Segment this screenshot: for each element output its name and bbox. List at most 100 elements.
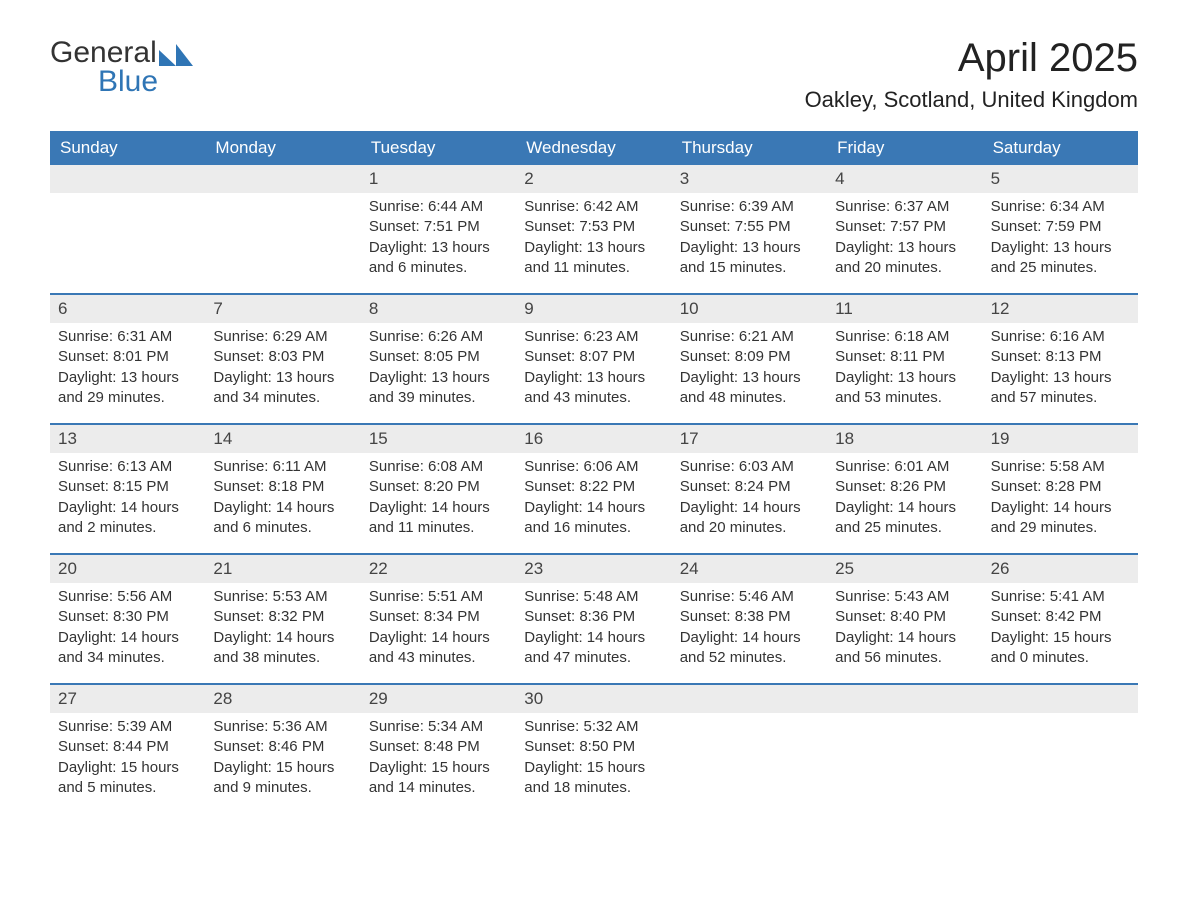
cell-body: Sunrise: 6:42 AMSunset: 7:53 PMDaylight:… <box>516 193 671 288</box>
sunrise-text: Sunrise: 6:13 AM <box>58 457 197 477</box>
cell-body: Sunrise: 5:43 AMSunset: 8:40 PMDaylight:… <box>827 583 982 678</box>
daylight-text: Daylight: 13 hours <box>991 238 1130 258</box>
calendar-cell: 3Sunrise: 6:39 AMSunset: 7:55 PMDaylight… <box>672 165 827 293</box>
sunrise-text: Sunrise: 6:03 AM <box>680 457 819 477</box>
sunset-text: Sunset: 7:55 PM <box>680 217 819 237</box>
day-number <box>983 685 1138 713</box>
daylight-text: and 34 minutes. <box>213 388 352 408</box>
sunrise-text: Sunrise: 6:16 AM <box>991 327 1130 347</box>
day-number: 18 <box>827 425 982 453</box>
day-number: 6 <box>50 295 205 323</box>
sunrise-text: Sunrise: 5:46 AM <box>680 587 819 607</box>
sunrise-text: Sunrise: 5:51 AM <box>369 587 508 607</box>
sunrise-text: Sunrise: 6:06 AM <box>524 457 663 477</box>
sunset-text: Sunset: 8:38 PM <box>680 607 819 627</box>
daylight-text: Daylight: 13 hours <box>524 238 663 258</box>
sunrise-text: Sunrise: 5:58 AM <box>991 457 1130 477</box>
day-number: 24 <box>672 555 827 583</box>
sunrise-text: Sunrise: 6:18 AM <box>835 327 974 347</box>
sunset-text: Sunset: 8:28 PM <box>991 477 1130 497</box>
sunrise-text: Sunrise: 6:34 AM <box>991 197 1130 217</box>
location: Oakley, Scotland, United Kingdom <box>805 87 1138 113</box>
daylight-text: and 25 minutes. <box>835 518 974 538</box>
daylight-text: Daylight: 15 hours <box>524 758 663 778</box>
daylight-text: Daylight: 13 hours <box>369 368 508 388</box>
cell-body: Sunrise: 5:36 AMSunset: 8:46 PMDaylight:… <box>205 713 360 808</box>
daylight-text: and 39 minutes. <box>369 388 508 408</box>
daylight-text: Daylight: 13 hours <box>835 238 974 258</box>
calendar-cell <box>672 685 827 813</box>
sunset-text: Sunset: 8:11 PM <box>835 347 974 367</box>
cell-body: Sunrise: 6:11 AMSunset: 8:18 PMDaylight:… <box>205 453 360 548</box>
cell-body: Sunrise: 6:01 AMSunset: 8:26 PMDaylight:… <box>827 453 982 548</box>
sunrise-text: Sunrise: 5:39 AM <box>58 717 197 737</box>
sunrise-text: Sunrise: 6:26 AM <box>369 327 508 347</box>
daylight-text: and 43 minutes. <box>524 388 663 408</box>
daylight-text: Daylight: 13 hours <box>835 368 974 388</box>
sunset-text: Sunset: 8:05 PM <box>369 347 508 367</box>
daylight-text: and 47 minutes. <box>524 648 663 668</box>
daylight-text: and 11 minutes. <box>369 518 508 538</box>
daylight-text: Daylight: 14 hours <box>524 628 663 648</box>
calendar-cell <box>50 165 205 293</box>
dayname: Friday <box>827 131 982 165</box>
daylight-text: Daylight: 14 hours <box>991 498 1130 518</box>
cell-body: Sunrise: 6:21 AMSunset: 8:09 PMDaylight:… <box>672 323 827 418</box>
sunrise-text: Sunrise: 5:32 AM <box>524 717 663 737</box>
calendar-cell: 29Sunrise: 5:34 AMSunset: 8:48 PMDayligh… <box>361 685 516 813</box>
sunset-text: Sunset: 8:13 PM <box>991 347 1130 367</box>
day-number: 28 <box>205 685 360 713</box>
day-number: 16 <box>516 425 671 453</box>
calendar-cell: 9Sunrise: 6:23 AMSunset: 8:07 PMDaylight… <box>516 295 671 423</box>
day-number: 30 <box>516 685 671 713</box>
daylight-text: and 53 minutes. <box>835 388 974 408</box>
daylight-text: and 15 minutes. <box>680 258 819 278</box>
daylight-text: Daylight: 13 hours <box>369 238 508 258</box>
cell-body: Sunrise: 5:51 AMSunset: 8:34 PMDaylight:… <box>361 583 516 678</box>
daylight-text: Daylight: 13 hours <box>524 368 663 388</box>
cell-body: Sunrise: 6:29 AMSunset: 8:03 PMDaylight:… <box>205 323 360 418</box>
title-block: April 2025 Oakley, Scotland, United King… <box>805 36 1138 113</box>
daylight-text: and 9 minutes. <box>213 778 352 798</box>
cell-body: Sunrise: 6:26 AMSunset: 8:05 PMDaylight:… <box>361 323 516 418</box>
cell-body: Sunrise: 6:08 AMSunset: 8:20 PMDaylight:… <box>361 453 516 548</box>
month-title: April 2025 <box>805 36 1138 81</box>
sunset-text: Sunset: 8:03 PM <box>213 347 352 367</box>
calendar-cell: 30Sunrise: 5:32 AMSunset: 8:50 PMDayligh… <box>516 685 671 813</box>
sunset-text: Sunset: 8:30 PM <box>58 607 197 627</box>
sunset-text: Sunset: 8:18 PM <box>213 477 352 497</box>
sunset-text: Sunset: 8:07 PM <box>524 347 663 367</box>
calendar-cell: 12Sunrise: 6:16 AMSunset: 8:13 PMDayligh… <box>983 295 1138 423</box>
dayname: Saturday <box>983 131 1138 165</box>
calendar-cell: 21Sunrise: 5:53 AMSunset: 8:32 PMDayligh… <box>205 555 360 683</box>
daylight-text: Daylight: 14 hours <box>213 628 352 648</box>
day-number <box>672 685 827 713</box>
daylight-text: Daylight: 14 hours <box>369 628 508 648</box>
dayname: Wednesday <box>516 131 671 165</box>
sunrise-text: Sunrise: 5:56 AM <box>58 587 197 607</box>
daylight-text: Daylight: 14 hours <box>369 498 508 518</box>
day-number: 14 <box>205 425 360 453</box>
calendar-cell <box>983 685 1138 813</box>
daylight-text: and 2 minutes. <box>58 518 197 538</box>
sunrise-text: Sunrise: 6:01 AM <box>835 457 974 477</box>
sunrise-text: Sunrise: 5:43 AM <box>835 587 974 607</box>
day-number: 23 <box>516 555 671 583</box>
daylight-text: and 56 minutes. <box>835 648 974 668</box>
calendar-cell: 17Sunrise: 6:03 AMSunset: 8:24 PMDayligh… <box>672 425 827 553</box>
daylight-text: Daylight: 14 hours <box>835 498 974 518</box>
cell-body: Sunrise: 6:39 AMSunset: 7:55 PMDaylight:… <box>672 193 827 288</box>
daylight-text: and 18 minutes. <box>524 778 663 798</box>
sunrise-text: Sunrise: 6:23 AM <box>524 327 663 347</box>
sunset-text: Sunset: 8:32 PM <box>213 607 352 627</box>
daylight-text: and 48 minutes. <box>680 388 819 408</box>
sunset-text: Sunset: 8:15 PM <box>58 477 197 497</box>
sunset-text: Sunset: 8:20 PM <box>369 477 508 497</box>
cell-body: Sunrise: 5:41 AMSunset: 8:42 PMDaylight:… <box>983 583 1138 678</box>
calendar-cell: 25Sunrise: 5:43 AMSunset: 8:40 PMDayligh… <box>827 555 982 683</box>
day-number <box>205 165 360 193</box>
cell-body: Sunrise: 5:56 AMSunset: 8:30 PMDaylight:… <box>50 583 205 678</box>
daylight-text: and 0 minutes. <box>991 648 1130 668</box>
calendar-cell: 18Sunrise: 6:01 AMSunset: 8:26 PMDayligh… <box>827 425 982 553</box>
daylight-text: Daylight: 13 hours <box>680 238 819 258</box>
